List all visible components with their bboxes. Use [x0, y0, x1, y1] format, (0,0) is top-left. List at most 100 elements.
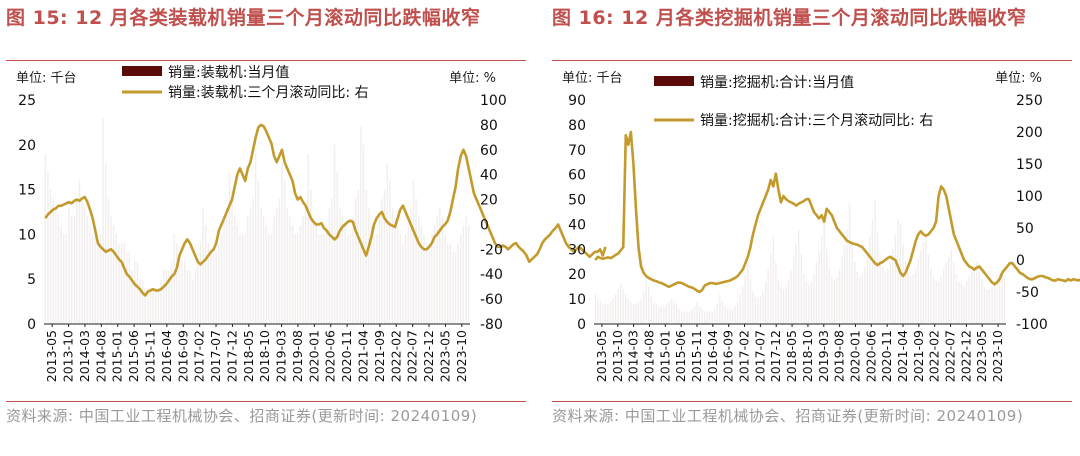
y-right-tick: -60: [480, 292, 503, 308]
bar: [716, 304, 719, 324]
x-tick: 2018-10: [800, 330, 815, 382]
bar: [465, 216, 467, 324]
bar: [260, 207, 262, 324]
bar: [963, 286, 965, 324]
bar: [998, 274, 1001, 324]
x-tick: 2016-04: [705, 330, 720, 382]
bar: [444, 234, 446, 324]
x-tick: 2015-06: [673, 330, 688, 382]
bar: [315, 225, 317, 324]
x-tick: 2021-09: [372, 330, 387, 382]
y-right-tick: 60: [480, 143, 498, 159]
y-left-tick: 80: [568, 118, 586, 134]
bar: [68, 207, 70, 324]
bar: [981, 279, 983, 324]
bar: [265, 225, 267, 324]
bar: [655, 304, 658, 324]
bar: [973, 266, 975, 324]
bar: [212, 252, 215, 324]
x-tick: 2013-10: [610, 330, 625, 382]
bar: [331, 198, 333, 324]
bar: [678, 309, 680, 324]
bar: [958, 281, 960, 324]
bar: [189, 270, 191, 324]
legend-bar-label: 销量:装载机:当月值: [168, 65, 289, 81]
bar: [134, 261, 136, 324]
x-tick: 2020-01: [847, 330, 862, 382]
bar: [310, 189, 312, 324]
x-tick: 2019-08: [290, 330, 305, 382]
bar: [170, 261, 173, 324]
bar: [226, 207, 228, 324]
bar: [747, 261, 749, 324]
bar: [782, 289, 785, 324]
bar: [658, 306, 660, 324]
bar: [199, 243, 202, 324]
y-right-tick: 50: [1016, 221, 1034, 237]
y-right-tick: -100: [1016, 317, 1048, 333]
bar: [731, 309, 734, 324]
bar: [625, 294, 627, 324]
bar: [787, 279, 790, 324]
bar: [49, 189, 52, 324]
bar: [418, 216, 420, 324]
bar: [831, 276, 833, 324]
bar: [597, 299, 599, 324]
bar: [341, 216, 344, 324]
bar: [81, 198, 83, 324]
bar: [102, 117, 104, 324]
bar: [897, 219, 899, 324]
bar: [347, 234, 349, 324]
title-rule: [6, 60, 526, 61]
bar: [183, 261, 186, 324]
bar: [173, 234, 175, 324]
bar: [976, 261, 978, 324]
bar: [391, 207, 394, 324]
bar: [665, 304, 668, 324]
bar: [236, 225, 238, 324]
y-left-tick: 30: [568, 242, 586, 258]
bar: [446, 243, 449, 324]
bar: [73, 216, 75, 324]
bar: [853, 261, 856, 324]
bar: [904, 261, 907, 324]
x-tick: 2022-02: [927, 330, 942, 382]
y-left-tick: 50: [568, 193, 586, 209]
bar: [912, 274, 914, 324]
bar: [757, 299, 759, 324]
y-left-tick: 10: [18, 227, 36, 243]
bar: [268, 234, 270, 324]
bar: [278, 198, 281, 324]
bar: [452, 252, 454, 324]
bar: [696, 301, 698, 324]
bar: [851, 239, 853, 324]
bar: [848, 204, 851, 324]
bar: [948, 256, 950, 324]
bar: [810, 281, 813, 324]
bar: [120, 243, 123, 324]
bar: [764, 281, 767, 324]
bar: [231, 189, 233, 324]
bar: [423, 234, 425, 324]
bar: [436, 216, 438, 324]
bar: [785, 286, 787, 324]
bar: [249, 207, 252, 324]
bar: [670, 299, 673, 324]
bar: [254, 153, 257, 324]
y-right-tick: -80: [480, 317, 503, 333]
bar: [879, 254, 881, 324]
bar: [368, 207, 370, 324]
bar: [76, 198, 78, 324]
bar: [218, 243, 220, 324]
bar: [836, 276, 838, 324]
excavator-chart: 单位: 千台 单位: % 0 10 20 30 40 50 60 70 80 90 -100 -50 0 50…: [562, 71, 1080, 382]
bar: [126, 252, 128, 324]
bar: [354, 198, 357, 324]
bar: [767, 269, 769, 324]
legend-bar-swatch: [122, 66, 162, 76]
bar: [136, 261, 139, 324]
bar: [44, 153, 47, 324]
line-series: [44, 123, 607, 297]
y-right-tick: -50: [1016, 285, 1039, 301]
x-tick: 2017-02: [737, 330, 752, 382]
